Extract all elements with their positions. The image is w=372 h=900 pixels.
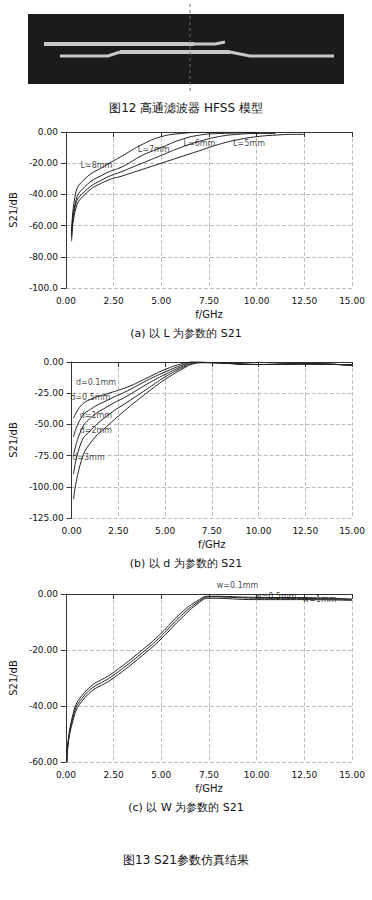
svg-text:-75.00: -75.00	[35, 451, 64, 461]
svg-text:0.00: 0.00	[56, 296, 76, 306]
svg-text:15.00: 15.00	[339, 770, 365, 780]
svg-text:0.00: 0.00	[44, 357, 64, 367]
svg-text:S21/dB: S21/dB	[8, 660, 19, 696]
svg-text:d=0.5mm: d=0.5mm	[70, 393, 111, 403]
svg-text:d=2mm: d=2mm	[80, 426, 113, 435]
svg-text:-80.00: -80.00	[29, 252, 58, 262]
svg-text:L=8mm: L=8mm	[81, 161, 113, 170]
svg-text:-60.00: -60.00	[29, 757, 58, 767]
svg-text:-25.00: -25.00	[35, 388, 64, 398]
svg-text:(c) 以 W 为参数的 S21: (c) 以 W 为参数的 S21	[128, 801, 243, 814]
svg-text:w=0.5mm: w=0.5mm	[254, 591, 297, 601]
svg-text:f/GHz: f/GHz	[195, 309, 222, 320]
svg-text:12.50: 12.50	[292, 526, 318, 536]
html-text:图12 高通滤波器 HFSS 模型: 图12 高通滤波器 HFSS 模型	[109, 101, 263, 115]
svg-text:12.50: 12.50	[291, 296, 317, 306]
svg-text:7.50: 7.50	[199, 770, 219, 780]
svg-text:10.00: 10.00	[244, 296, 270, 306]
svg-text:2.50: 2.50	[104, 296, 124, 306]
svg-text:d=3mm: d=3mm	[72, 453, 105, 463]
svg-text:w=0.1mm: w=0.1mm	[217, 581, 259, 590]
svg-text:5.00: 5.00	[155, 526, 175, 536]
svg-text:-20.00: -20.00	[29, 645, 58, 655]
svg-text:L=5mm: L=5mm	[233, 138, 265, 148]
svg-text:7.50: 7.50	[199, 296, 219, 306]
svg-text:0.00: 0.00	[62, 526, 82, 536]
svg-text:S21/dB: S21/dB	[8, 192, 19, 228]
svg-text:-40.00: -40.00	[29, 189, 58, 199]
svg-text:f/GHz: f/GHz	[195, 783, 222, 794]
svg-text:-20.00: -20.00	[29, 158, 58, 168]
svg-text:d=1mm: d=1mm	[79, 410, 113, 420]
svg-text:L=6mm: L=6mm	[183, 138, 216, 148]
svg-text:0.00: 0.00	[38, 127, 58, 137]
svg-text:-125.00: -125.00	[29, 513, 64, 523]
svg-text:d=0.1mm: d=0.1mm	[76, 378, 116, 387]
svg-text:S21/dB: S21/dB	[8, 422, 19, 458]
svg-text:15.00: 15.00	[339, 526, 365, 536]
svg-text:7.50: 7.50	[202, 526, 222, 536]
svg-text:-100.0: -100.0	[29, 283, 58, 293]
svg-text:2.50: 2.50	[104, 770, 124, 780]
svg-text:10.00: 10.00	[246, 526, 272, 536]
svg-text:L=7mm: L=7mm	[137, 145, 170, 154]
svg-text:-60.00: -60.00	[29, 221, 58, 231]
svg-text:-50.00: -50.00	[35, 419, 64, 429]
svg-text:0.00: 0.00	[56, 770, 76, 780]
svg-text:15.00: 15.00	[339, 296, 365, 306]
svg-text:5.00: 5.00	[151, 770, 171, 780]
svg-text:-40.00: -40.00	[29, 701, 58, 711]
html-text:图13 S21参数仿真结果: 图13 S21参数仿真结果	[123, 853, 249, 867]
svg-text:f/GHz: f/GHz	[198, 539, 225, 550]
svg-text:(b) 以 d 为参数的 S21: (b) 以 d 为参数的 S21	[130, 557, 243, 570]
svg-text:10.00: 10.00	[244, 770, 270, 780]
svg-text:2.50: 2.50	[108, 526, 128, 536]
svg-text:(a) 以 L 为参数的 S21: (a) 以 L 为参数的 S21	[130, 327, 241, 340]
svg-text:12.50: 12.50	[291, 770, 317, 780]
svg-text:-100.00: -100.00	[29, 482, 64, 492]
svg-text:5.00: 5.00	[151, 296, 171, 306]
svg-text:w=1mm: w=1mm	[302, 594, 337, 604]
svg-text:0.00: 0.00	[38, 589, 58, 599]
